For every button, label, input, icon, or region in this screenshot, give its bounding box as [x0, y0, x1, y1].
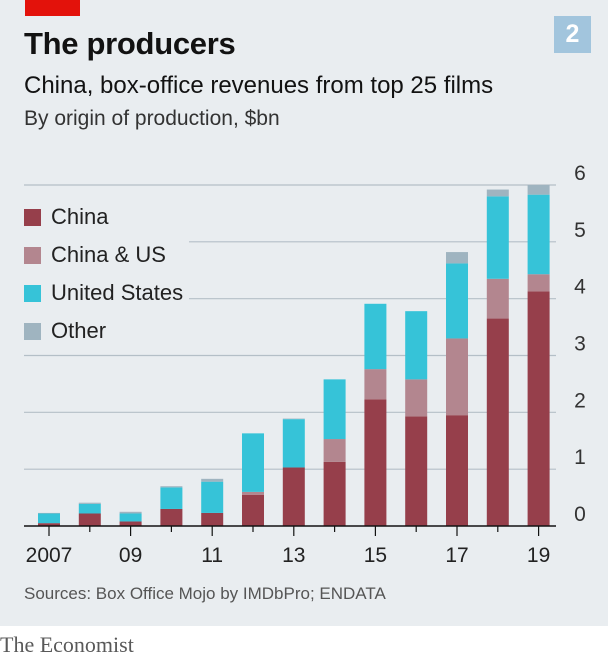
x-tick-label: 2007: [26, 544, 73, 567]
bar-segment-other-2010: [160, 486, 183, 488]
bar-segment-united-states-2009: [119, 513, 142, 522]
x-tick-label: 15: [364, 544, 387, 567]
bar-segment-other-2013: [282, 418, 305, 420]
bar-segment-china-us-2016: [405, 379, 428, 417]
x-tick-label: 19: [527, 544, 550, 567]
legend-item: China & US: [24, 236, 190, 274]
bar-segment-china-2012: [242, 494, 264, 526]
legend-swatch: [24, 246, 41, 264]
bar-segment-united-states-2011: [201, 481, 224, 513]
y-tick-label: 0: [574, 503, 586, 526]
bar-segment-other-2018: [486, 189, 509, 197]
bar-segment-china-2007: [38, 523, 60, 526]
y-tick-label: 4: [574, 276, 586, 299]
bar-segment-other-2017: [446, 252, 468, 264]
bar-segment-china-2014: [323, 461, 346, 526]
chart-subtitle: China, box-office revenues from top 25 f…: [24, 72, 494, 99]
bar-segment-china-us-2019: [527, 274, 550, 292]
bar-segment-china-us-2015: [364, 369, 387, 400]
bar-segment-china-us-2018: [486, 278, 509, 319]
chart-title: The producers: [24, 26, 236, 61]
bar-segment-china-2019: [527, 291, 550, 526]
bar-segment-china-2016: [405, 416, 428, 526]
legend-label: United States: [51, 280, 184, 305]
bar-segment-other-2011: [201, 478, 224, 482]
legend: China China & US United States Other: [24, 198, 190, 350]
brand-red-tag: [25, 0, 80, 16]
bar-segment-united-states-2019: [527, 194, 550, 275]
economist-logo: The Economist: [0, 632, 134, 657]
bar-segment-united-states-2010: [160, 487, 183, 509]
y-tick-label: 1: [574, 446, 586, 469]
x-tick-label: 09: [119, 544, 142, 567]
bar-segment-united-states-2017: [446, 263, 468, 339]
x-tick-label: 17: [445, 544, 468, 567]
legend-item: United States: [24, 274, 190, 312]
legend-label: Other: [51, 318, 107, 343]
x-tick-label: 11: [201, 544, 223, 567]
legend-swatch: [24, 322, 41, 340]
legend-item: China: [24, 198, 190, 236]
bar-segment-china-2011: [201, 512, 224, 526]
bar-segment-other-2008: [78, 502, 101, 504]
legend-swatch: [24, 208, 41, 226]
bar-segment-china-us-2014: [323, 439, 346, 462]
bar-segment-united-states-2016: [405, 311, 428, 380]
bar-segment-united-states-2013: [282, 419, 305, 468]
x-tick-label: 13: [282, 544, 305, 567]
bar-segment-china-2013: [282, 467, 305, 526]
bar-segment-other-2009: [119, 511, 142, 514]
bar-segment-other-2007: [38, 512, 60, 514]
legend-label: China & US: [51, 242, 166, 267]
bar-segment-china-2018: [486, 318, 509, 526]
bar-segment-china-us-2012: [242, 491, 264, 495]
bar-segment-china-2017: [446, 415, 468, 526]
bar-segment-china-us-2017: [446, 338, 468, 416]
bar-segment-united-states-2014: [323, 379, 346, 440]
source-note: Sources: Box Office Mojo by IMDbPro; END…: [24, 584, 386, 603]
stacked-bar-chart: 0 1 2 3 4 5 6 2007 09 11 13 15 17 19: [24, 162, 586, 567]
bar-segment-china-2009: [119, 521, 142, 526]
bar-segment-united-states-2018: [486, 196, 509, 279]
chart-number-badge: 2: [554, 16, 591, 53]
bar-segment-united-states-2008: [78, 503, 101, 514]
bar-segment-other-2019: [527, 185, 550, 195]
chart-card: The producers 2 China, box-office revenu…: [0, 0, 608, 626]
y-tick-label: 2: [574, 389, 586, 412]
chart-unit-line: By origin of production, $bn: [24, 107, 280, 130]
bar-segment-united-states-2015: [364, 303, 387, 370]
y-tick-label: 5: [574, 219, 586, 242]
y-tick-label: 6: [574, 162, 586, 185]
bar-segment-china-2010: [160, 508, 183, 526]
legend-item: Other: [24, 312, 190, 350]
legend-label: China: [51, 204, 109, 229]
legend-swatch: [24, 284, 41, 302]
bar-segment-china-2008: [78, 513, 101, 526]
bar-segment-united-states-2012: [242, 433, 264, 492]
y-tick-label: 3: [574, 333, 586, 356]
bar-segment-china-2015: [364, 399, 387, 526]
bar-segment-united-states-2007: [38, 513, 60, 524]
